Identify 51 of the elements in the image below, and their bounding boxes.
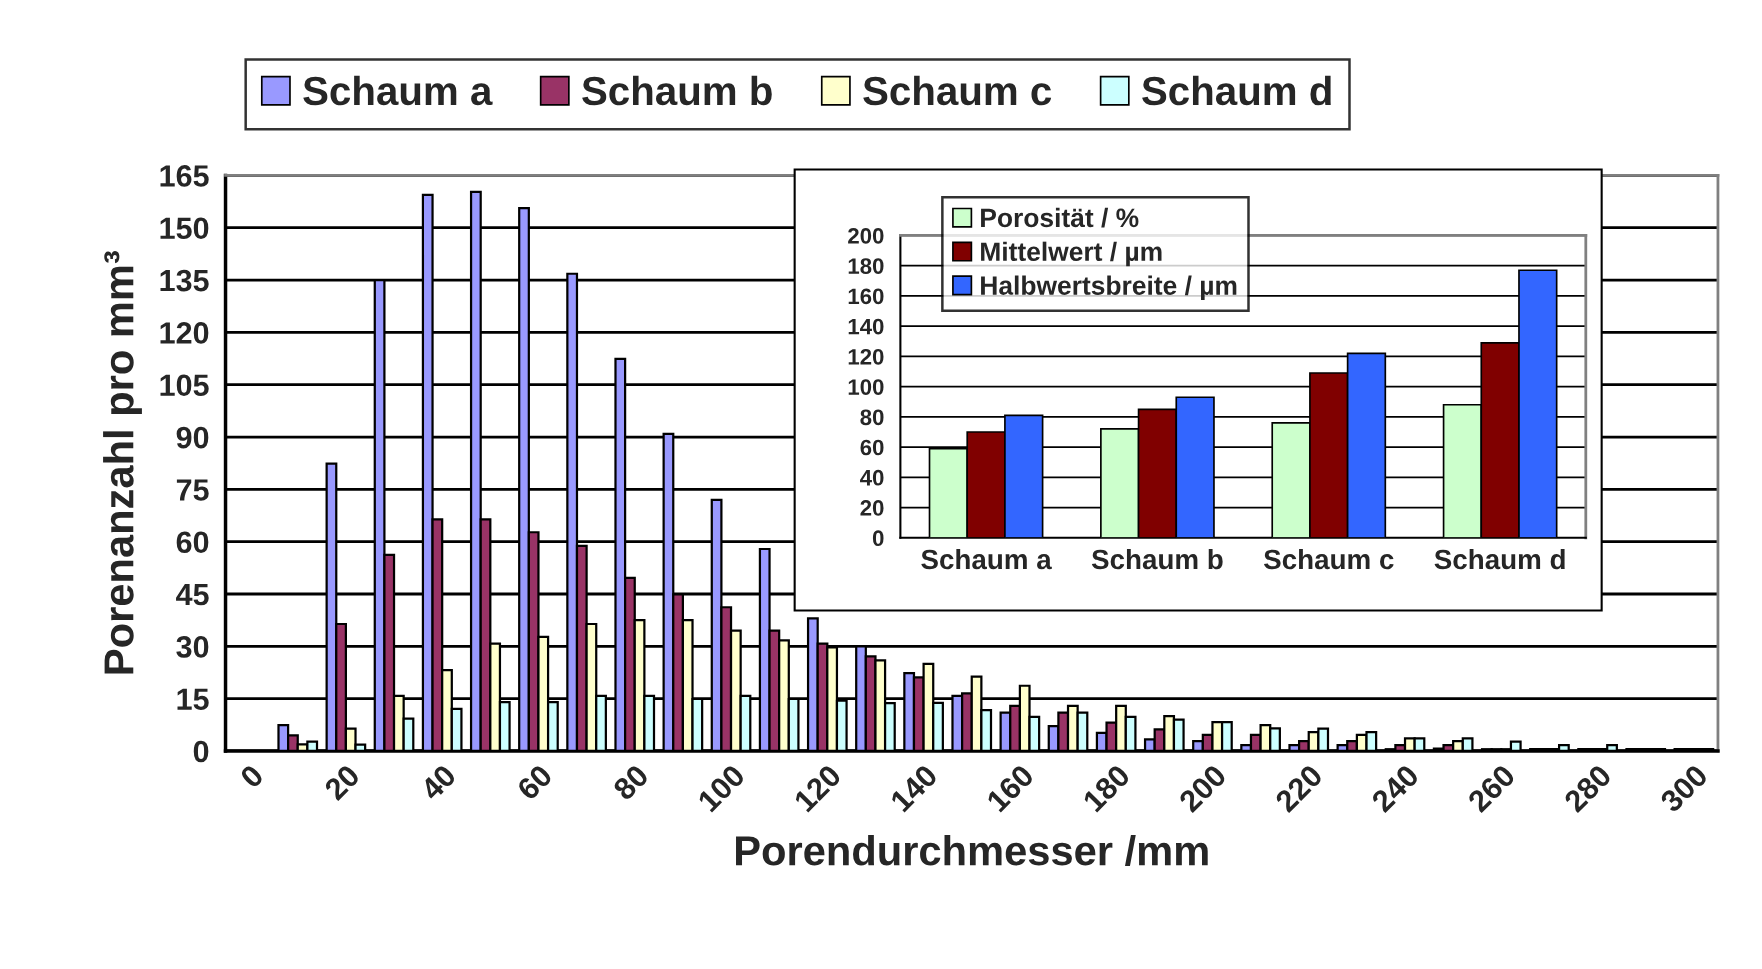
x-tick-label: 20 <box>323 763 361 802</box>
x-tick-label: 300 <box>1658 763 1709 814</box>
x-tick-label: 40 <box>419 763 458 802</box>
y-tick-label: 0 <box>872 530 884 547</box>
y-tick-label: 135 <box>160 269 209 292</box>
legend-label: Schaum c <box>863 75 1052 106</box>
y-tick-label: 20 <box>860 500 884 516</box>
y-tick-label: 165 <box>160 165 209 187</box>
x-tick-label: 100 <box>696 763 747 813</box>
y-tick-label: 30 <box>176 636 209 658</box>
y-tick-label: 0 <box>193 740 209 763</box>
x-tick-label: 260 <box>1466 763 1517 814</box>
legend-label: Porosität / % <box>981 207 1139 228</box>
x-tick-label: 220 <box>1274 763 1324 814</box>
x-tick-label: Schaum d <box>1434 548 1565 570</box>
legend-label: Mittelwert / µm <box>981 241 1162 267</box>
x-tick-label: 280 <box>1562 763 1613 814</box>
y-tick-label: 90 <box>176 426 209 449</box>
legend-label: Schaum d <box>1142 75 1331 106</box>
y-tick-label: 120 <box>160 322 209 344</box>
y-tick-label: 200 <box>848 228 884 244</box>
x-tick-label: 200 <box>1177 763 1228 814</box>
legend-label: Schaum a <box>303 75 493 106</box>
x-tick-label: Schaum a <box>921 548 1052 570</box>
x-tick-label: 0 <box>239 763 265 790</box>
y-tick-label: 40 <box>860 469 884 486</box>
y-tick-label: 60 <box>860 439 884 456</box>
x-tick-label: 180 <box>1082 763 1132 813</box>
legend-label: Schaum b <box>582 75 772 106</box>
y-tick-label: 80 <box>860 409 884 426</box>
x-tick-label: Schaum c <box>1263 548 1394 570</box>
y-tick-label: 75 <box>176 479 209 501</box>
y-tick-label: 160 <box>848 288 884 305</box>
y-tick-label: 45 <box>176 584 209 606</box>
y-tick-label: 15 <box>177 688 209 711</box>
legend-label: Halbwertsbreite / µm <box>981 275 1237 301</box>
x-tick-label: 240 <box>1370 763 1421 814</box>
x-tick-label: Schaum b <box>1091 548 1223 570</box>
x-tick-label: 160 <box>985 763 1035 813</box>
y-tick-label: 120 <box>848 348 884 365</box>
x-axis-title: Porendurchmesser /mm <box>736 834 1208 866</box>
y-tick-label: 140 <box>848 318 884 335</box>
y-tick-label: 100 <box>848 379 884 395</box>
x-tick-label: 60 <box>515 763 554 802</box>
x-tick-label: 120 <box>793 763 843 813</box>
y-tick-label: 150 <box>160 217 209 240</box>
y-tick-label: 180 <box>848 258 884 274</box>
y-tick-label: 105 <box>160 374 209 397</box>
y-tick-label: 60 <box>176 531 209 554</box>
x-tick-label: 80 <box>611 763 650 802</box>
y-axis-title: Porenanzahl pro mm³ <box>103 251 142 674</box>
